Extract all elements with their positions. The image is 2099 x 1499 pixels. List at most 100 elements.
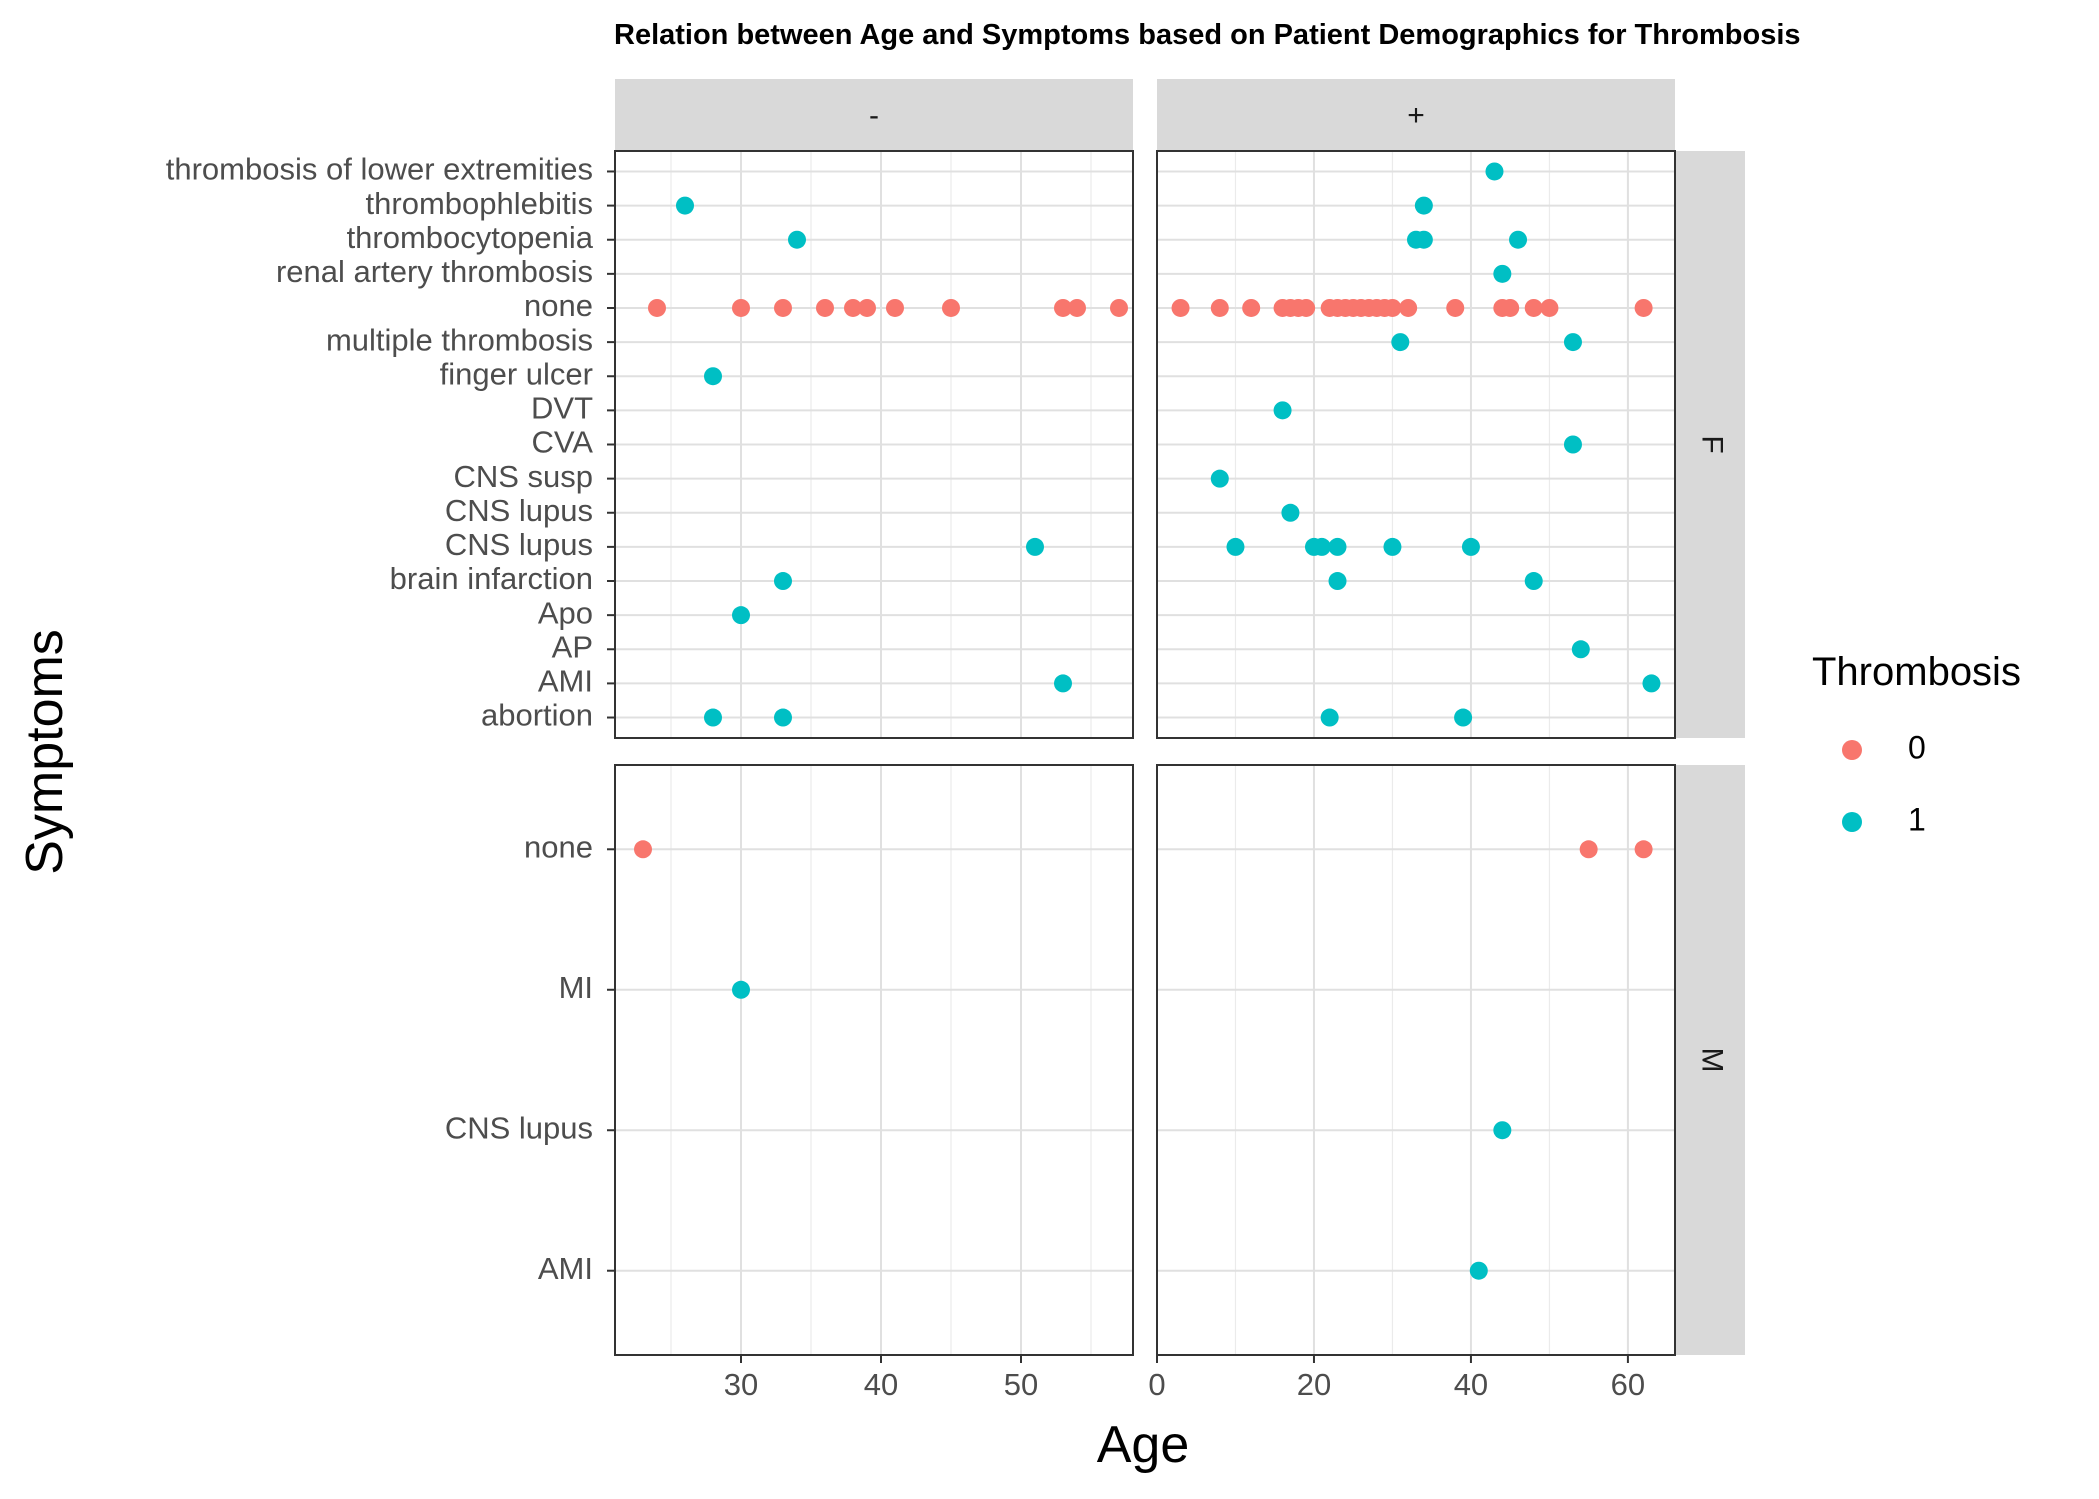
y-tick-label-thrombophlebitis: thrombophlebitis: [366, 186, 593, 221]
x-tick-label: 20: [1297, 1367, 1331, 1402]
y-tick-label-mi: MI: [559, 970, 593, 1005]
y-tick-label-apo: Apo: [538, 595, 593, 630]
legend-title: Thrombosis: [1812, 650, 2021, 694]
x-tick-label: 40: [864, 1367, 898, 1402]
point-thrombosis-1: [1383, 537, 1402, 556]
panel-border: [1156, 764, 1676, 1356]
facet-strip-label: F: [1696, 435, 1729, 453]
point-thrombosis-0: [942, 298, 960, 317]
y-tick-label-cva: CVA: [532, 425, 594, 460]
y-tick-label-thrombosis-of-lower-extremities: thrombosis of lower extremities: [166, 152, 593, 187]
y-tick-label-cns-lupus: CNS lupus: [445, 493, 593, 528]
point-thrombosis-1: [1210, 469, 1229, 488]
y-tick-label-abortion: abortion: [481, 698, 593, 733]
point-thrombosis-0: [816, 298, 834, 317]
point-thrombosis-1: [1328, 572, 1347, 591]
point-thrombosis-0: [1068, 298, 1086, 317]
point-thrombosis-1: [1485, 162, 1504, 181]
point-thrombosis-1: [1281, 503, 1300, 522]
point-thrombosis-0: [1579, 840, 1598, 859]
y-axis-label: Symptoms: [16, 629, 74, 875]
facet-strip-label: +: [1407, 99, 1425, 132]
y-tick-label-thrombocytopenia: thrombocytopenia: [347, 220, 594, 255]
point-thrombosis-0: [774, 298, 792, 317]
point-thrombosis-1: [774, 708, 792, 727]
facet-strip-col-minus: [615, 79, 1133, 151]
point-thrombosis-0: [1297, 298, 1316, 317]
point-thrombosis-1: [1054, 674, 1072, 693]
y-tick-label-dvt: DVT: [531, 391, 593, 426]
y-tick-label-ami: AMI: [538, 664, 593, 699]
point-thrombosis-0: [1634, 840, 1653, 859]
x-tick-label: 40: [1454, 1367, 1488, 1402]
facet-strip-row-f: [1676, 151, 1745, 738]
x-tick-label: 0: [1148, 1367, 1165, 1402]
point-thrombosis-0: [886, 298, 904, 317]
y-tick-label-none: none: [524, 829, 593, 864]
point-thrombosis-1: [1328, 537, 1347, 556]
point-thrombosis-1: [1414, 196, 1433, 215]
panel-f-plus: [1156, 150, 1676, 739]
point-thrombosis-1: [1563, 333, 1582, 352]
point-thrombosis-0: [1171, 298, 1190, 317]
y-tick-label-ap: AP: [552, 629, 593, 664]
point-thrombosis-1: [1454, 708, 1473, 727]
facet-strip-row-m: [1676, 765, 1745, 1355]
point-thrombosis-0: [1540, 298, 1559, 317]
point-thrombosis-1: [1026, 537, 1044, 556]
point-thrombosis-0: [648, 298, 666, 317]
point-thrombosis-1: [676, 196, 694, 215]
y-tick-label-brain-infarction: brain infarction: [390, 561, 593, 596]
panel-border: [614, 764, 1134, 1356]
point-thrombosis-1: [774, 572, 792, 591]
point-thrombosis-0: [1524, 298, 1543, 317]
panel-background: [615, 765, 1133, 1355]
point-thrombosis-1: [1493, 264, 1512, 283]
point-thrombosis-0: [1383, 298, 1402, 317]
panel-m-plus: [1156, 764, 1676, 1356]
y-tick-label-cns-lupus: CNS lupus: [445, 527, 593, 562]
point-thrombosis-1: [1493, 1121, 1512, 1140]
facet-strip-label: -: [869, 99, 879, 132]
point-thrombosis-1: [1563, 435, 1582, 454]
x-tick-label: 50: [1004, 1367, 1038, 1402]
point-thrombosis-1: [1312, 537, 1331, 556]
point-thrombosis-0: [1501, 298, 1520, 317]
point-thrombosis-1: [1391, 333, 1410, 352]
point-thrombosis-1: [732, 980, 750, 999]
y-tick-label-renal-artery-thrombosis: renal artery thrombosis: [276, 254, 593, 289]
point-thrombosis-1: [732, 606, 750, 625]
y-tick-label-cns-susp: CNS susp: [453, 459, 593, 494]
x-tick-label: 30: [724, 1367, 758, 1402]
y-tick-label-finger-ulcer: finger ulcer: [440, 356, 593, 391]
point-thrombosis-1: [1414, 230, 1433, 249]
x-axis-label: Age: [1097, 1416, 1190, 1474]
legend-key-0: [1842, 740, 1862, 760]
point-thrombosis-0: [1110, 298, 1128, 317]
y-tick-label-none: none: [524, 288, 593, 323]
point-thrombosis-1: [1226, 537, 1245, 556]
point-thrombosis-0: [634, 840, 652, 859]
point-thrombosis-1: [1571, 640, 1590, 659]
point-thrombosis-1: [1524, 572, 1543, 591]
panel-m-minus: [614, 764, 1134, 1356]
point-thrombosis-0: [844, 298, 862, 317]
point-thrombosis-1: [1273, 401, 1292, 420]
panel-border: [1156, 150, 1676, 739]
panel-background: [1157, 765, 1675, 1355]
point-thrombosis-1: [1461, 537, 1480, 556]
point-thrombosis-1: [1469, 1261, 1488, 1280]
chart-title: Relation between Age and Symptoms based …: [614, 19, 1801, 51]
point-thrombosis-0: [858, 298, 876, 317]
y-tick-label-ami: AMI: [538, 1251, 593, 1286]
legend-key-1: [1842, 812, 1862, 832]
legend-label: 1: [1908, 801, 1926, 837]
point-thrombosis-0: [1446, 298, 1465, 317]
point-thrombosis-0: [1210, 298, 1229, 317]
x-tick-label: 60: [1611, 1367, 1645, 1402]
point-thrombosis-0: [732, 298, 750, 317]
point-thrombosis-1: [704, 367, 722, 386]
y-tick-label-multiple-thrombosis: multiple thrombosis: [326, 322, 593, 357]
